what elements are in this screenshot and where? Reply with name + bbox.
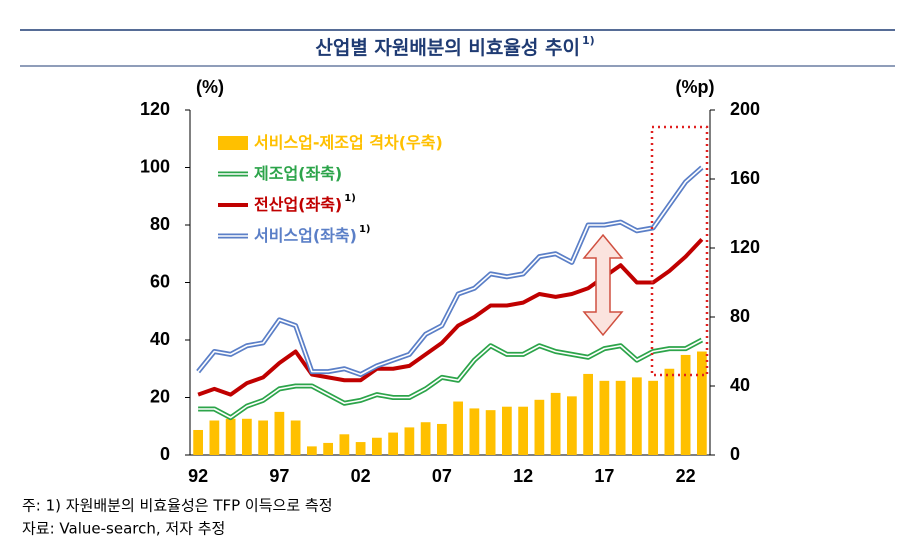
bar — [372, 437, 382, 455]
legend-text: 서비스업-제조업 격차(우축) — [254, 133, 443, 152]
y-tick-label: 80 — [150, 214, 170, 234]
x-tick-label: 17 — [594, 466, 614, 486]
bar — [193, 429, 203, 455]
bar — [453, 401, 463, 455]
bar — [225, 418, 236, 455]
bar — [242, 418, 252, 455]
bar — [485, 410, 496, 455]
y2-tick-label: 120 — [730, 237, 760, 257]
y-axis-label: (%) — [196, 77, 224, 97]
gap-arrow — [582, 233, 624, 337]
bar — [355, 442, 366, 455]
legend-text: 전산업(좌축) — [254, 195, 342, 214]
line-inner — [197, 166, 703, 376]
bar — [648, 380, 658, 455]
bar — [664, 368, 675, 455]
bar — [469, 408, 480, 455]
bar — [404, 427, 415, 455]
bar — [339, 434, 350, 455]
bar — [567, 396, 577, 455]
y2-tick-label: 40 — [730, 375, 750, 395]
bar — [258, 420, 268, 455]
legend-text: 제조업(좌축) — [254, 164, 342, 183]
y2-tick-label: 200 — [730, 99, 760, 119]
bar — [420, 422, 431, 455]
line — [197, 238, 704, 397]
x-tick-label: 97 — [269, 466, 289, 486]
legend-text: 서비스업(좌축) — [254, 226, 357, 245]
bar — [534, 399, 545, 455]
legend-note: 1) — [344, 193, 356, 204]
legend-label: 제조업(좌축) — [254, 164, 342, 183]
legend-label: 전산업(좌축) 1) — [254, 193, 356, 214]
bar — [632, 377, 642, 455]
line-inner — [198, 339, 703, 419]
x-tick-label: 12 — [513, 466, 533, 486]
y2-tick-label: 80 — [730, 306, 750, 326]
legend-note: 1) — [359, 224, 371, 235]
legend: 서비스업-제조업 격차(우축)제조업(좌축)전산업(좌축) 1)서비스업(좌축) 1… — [218, 133, 443, 245]
x-tick-label: 07 — [432, 466, 452, 486]
bar — [697, 351, 707, 455]
y-tick-label: 100 — [140, 156, 170, 176]
legend-swatch — [218, 136, 248, 150]
footnote: 주: 1) 자원배분의 비효율성은 TFP 이득으로 측정 — [22, 497, 333, 515]
y-tick-label: 0 — [160, 444, 170, 464]
bar — [583, 373, 593, 455]
y-tick-label: 40 — [150, 329, 170, 349]
bar — [550, 392, 561, 455]
y-tick-label: 60 — [150, 271, 170, 291]
bar — [307, 446, 317, 455]
legend-label: 서비스업(좌축) 1) — [254, 224, 370, 245]
x-tick-label: 92 — [188, 466, 208, 486]
bar — [290, 420, 301, 455]
bar — [323, 442, 333, 455]
x-tick-label: 22 — [676, 466, 696, 486]
x-tick-label: 02 — [351, 466, 371, 486]
bar — [502, 406, 512, 455]
y2-tick-label: 160 — [730, 168, 760, 188]
plot: 0 20 40 60 80 100 120 0 40 80 120 160 200 92 97 02 07 12 1… — [140, 99, 760, 486]
bar — [388, 432, 398, 455]
bar — [209, 420, 220, 455]
y2-axis-label: (%p) — [676, 77, 715, 97]
bar — [518, 406, 528, 455]
y-tick-label: 120 — [140, 99, 170, 119]
y2-tick-label: 0 — [730, 444, 740, 464]
y-tick-label: 20 — [150, 386, 170, 406]
bar — [437, 423, 447, 455]
bar — [599, 380, 610, 455]
bar — [680, 354, 691, 455]
footnote: 자료: Value-search, 저자 추정 — [22, 520, 225, 538]
highlight-box — [650, 125, 709, 377]
bar — [615, 380, 626, 455]
chart-title: 산업별 자원배분의 비효율성 추이 1) — [315, 34, 594, 59]
legend-label: 서비스업-제조업 격차(우축) — [254, 133, 443, 152]
bar — [274, 411, 285, 455]
